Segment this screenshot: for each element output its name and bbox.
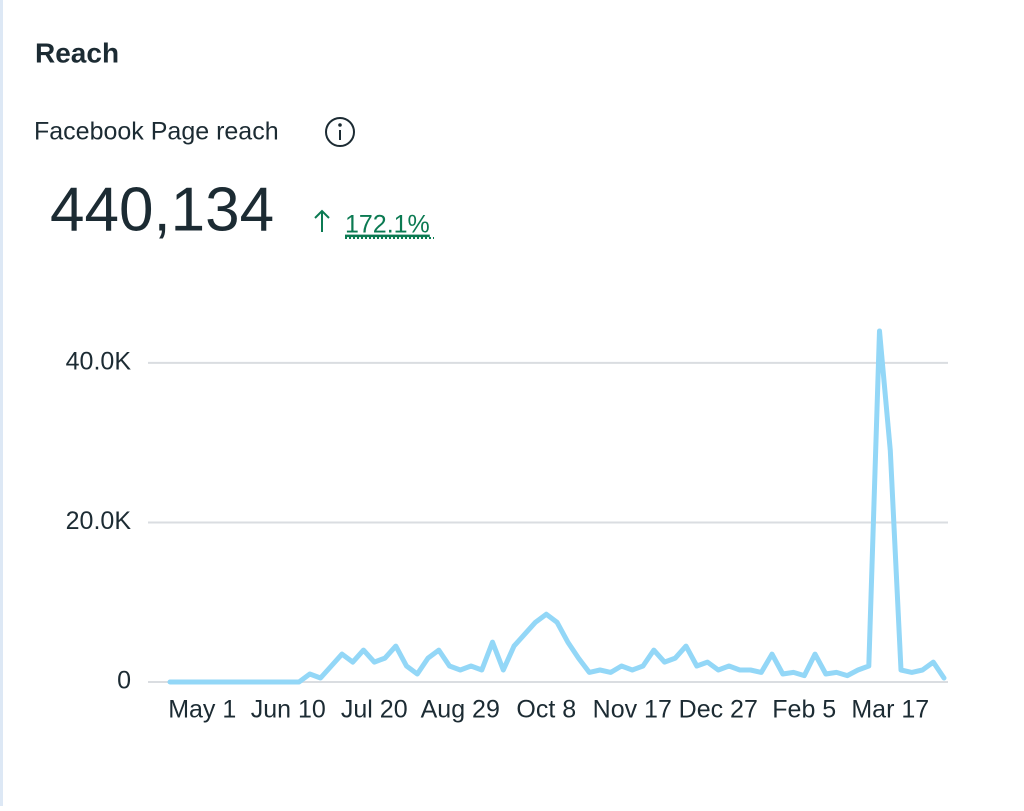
x-tick-label: Jun 10: [251, 696, 326, 724]
metric-value: 440,134: [50, 175, 274, 244]
metric-change[interactable]: 172.1%: [345, 211, 430, 239]
x-tick-label: Jul 20: [341, 696, 408, 724]
x-tick-label: Aug 29: [421, 696, 500, 724]
y-tick-label: 20.0K: [66, 507, 132, 535]
up-arrow: [314, 209, 330, 232]
x-tick-label: May 1: [168, 696, 236, 724]
x-tick-label: Mar 17: [851, 696, 929, 724]
x-tick-label: Nov 17: [593, 696, 672, 724]
x-tick-label: Dec 27: [679, 696, 758, 724]
reach-line: [167, 328, 947, 685]
metric-label: Facebook Page reach: [34, 118, 279, 146]
x-tick-label: Oct 8: [516, 696, 576, 724]
x-tick-label: Feb 5: [772, 696, 836, 724]
info-icon[interactable]: [325, 117, 355, 147]
section-title: Reach: [35, 37, 119, 68]
y-tick-label: 0: [117, 667, 131, 695]
y-tick-label: 40.0K: [66, 347, 132, 375]
card-border: [0, 0, 3, 806]
